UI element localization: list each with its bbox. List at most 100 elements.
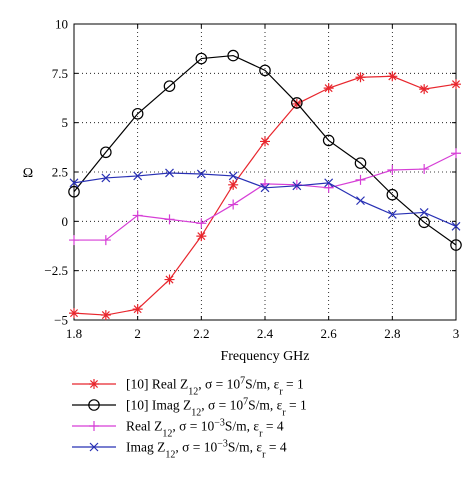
marker-plus [291, 179, 302, 190]
marker-circle [259, 64, 271, 77]
legend-entry: [10] Imag Z12, σ = 107S/m, εr = 1 [72, 396, 307, 418]
legend-label: [10] Imag Z12, σ = 107S/m, εr = 1 [126, 396, 307, 418]
marker-asterisk [132, 304, 143, 315]
marker-asterisk [196, 231, 207, 242]
legend-label-part: r [259, 428, 263, 439]
legend-label-part: = 4 [265, 440, 286, 455]
legend-label-part: 7 [240, 375, 245, 386]
legend-label-part: −3 [214, 417, 225, 428]
marker-circle [418, 216, 430, 229]
marker-x [387, 210, 397, 219]
legend-label-part: 12 [165, 449, 175, 460]
legend-entry: Real Z12, σ = 10−3S/m, εr = 4 [72, 417, 284, 439]
legend-label-part: r [282, 407, 286, 418]
marker-circle [450, 239, 462, 251]
marker-plus [419, 164, 430, 175]
marker-asterisk [355, 72, 366, 83]
legend-label-part: S/m, ε [248, 398, 283, 413]
marker-circle [291, 97, 303, 109]
series-layer [68, 49, 462, 321]
y-axis-label: Ω [23, 166, 33, 181]
marker-circle [354, 157, 367, 169]
legend-label-part: , σ = 10 [175, 440, 217, 455]
y-tick-label: 5 [62, 115, 69, 130]
x-tick-label: 2.6 [321, 326, 338, 341]
y-tick-labels: −5 −2.5 0 2.5 5 7.5 10 [44, 17, 68, 328]
legend-label-part: 12 [188, 386, 198, 397]
x-tick-label: 2.4 [257, 326, 274, 341]
marker-plus [228, 199, 239, 210]
marker-circle [386, 188, 399, 201]
legend-label-part: S/m, ε [225, 419, 260, 434]
series-1 [69, 71, 461, 321]
legend-label-part: Real Z [126, 419, 162, 434]
marker-circle [131, 107, 144, 120]
x-tick-label: 3 [453, 326, 460, 341]
series-4 [69, 168, 461, 231]
marker-plus [69, 235, 79, 246]
marker-x [101, 173, 111, 183]
marker-x [324, 178, 334, 188]
y-tick-label: 2.5 [52, 165, 68, 180]
legend-label-part: = 4 [262, 419, 283, 434]
y-tick-label: 10 [55, 17, 68, 32]
y-tick-label: −5 [54, 313, 68, 328]
marker-x [419, 208, 429, 217]
x-tick-label: 2.8 [384, 326, 400, 341]
legend-label: [10] Real Z12, σ = 107S/m, εr = 1 [126, 375, 304, 397]
y-tick-label: 0 [62, 214, 69, 229]
marker-x [69, 178, 79, 188]
legend-label-part: S/m, ε [228, 440, 263, 455]
legend-label-part: [10] Real Z [126, 377, 188, 392]
legend-label-part: , σ = 10 [201, 398, 243, 413]
marker-plus [100, 235, 111, 246]
marker-plus [89, 421, 99, 431]
x-tick-label: 1.8 [66, 326, 82, 341]
axis-ticks [73, 23, 457, 321]
legend: [10] Real Z12, σ = 107S/m, εr = 1[10] Im… [72, 375, 307, 460]
marker-asterisk [164, 274, 175, 285]
legend-entry: [10] Real Z12, σ = 107S/m, εr = 1 [72, 375, 304, 397]
marker-x [356, 196, 365, 206]
marker-circle [100, 146, 112, 159]
legend-label-part: [10] Imag Z [126, 398, 191, 413]
marker-plus [132, 210, 143, 221]
legend-label-part: S/m, ε [245, 377, 280, 392]
legend-label-part: 12 [162, 428, 172, 439]
marker-circle [322, 134, 335, 147]
marker-circle [88, 399, 100, 411]
legend-label-part: −3 [217, 438, 228, 449]
marker-x [451, 221, 461, 231]
marker-x [165, 168, 174, 178]
legend-label-part: r [262, 449, 266, 460]
x-tick-label: 2 [134, 326, 141, 341]
marker-x [260, 183, 270, 193]
marker-circle [163, 80, 176, 92]
marker-plus [451, 148, 461, 159]
marker-circle [68, 185, 80, 198]
legend-label-part: 7 [243, 396, 248, 407]
x-tick-labels: 1.8 2 2.2 2.4 2.6 2.8 3 [66, 326, 459, 341]
series-2 [68, 49, 462, 251]
legend-label-part: , σ = 10 [198, 377, 240, 392]
x-tick-label: 2.2 [193, 326, 209, 341]
marker-asterisk [89, 379, 99, 389]
legend-label: Imag Z12, σ = 10−3S/m, εr = 4 [126, 438, 287, 460]
legend-label-part: , σ = 10 [172, 419, 214, 434]
marker-circle [227, 49, 239, 62]
marker-x [228, 171, 238, 181]
marker-asterisk [419, 84, 430, 95]
y-tick-label: −2.5 [44, 263, 68, 278]
marker-x [196, 169, 206, 179]
marker-x [292, 181, 302, 191]
marker-asterisk [100, 310, 111, 321]
marker-plus [164, 214, 175, 225]
marker-plus [196, 218, 207, 229]
x-axis-label: Frequency GHz [220, 349, 309, 364]
marker-asterisk [387, 71, 398, 82]
legend-label-part: Imag Z [126, 440, 165, 455]
marker-x [89, 442, 99, 452]
marker-asterisk [260, 136, 270, 147]
